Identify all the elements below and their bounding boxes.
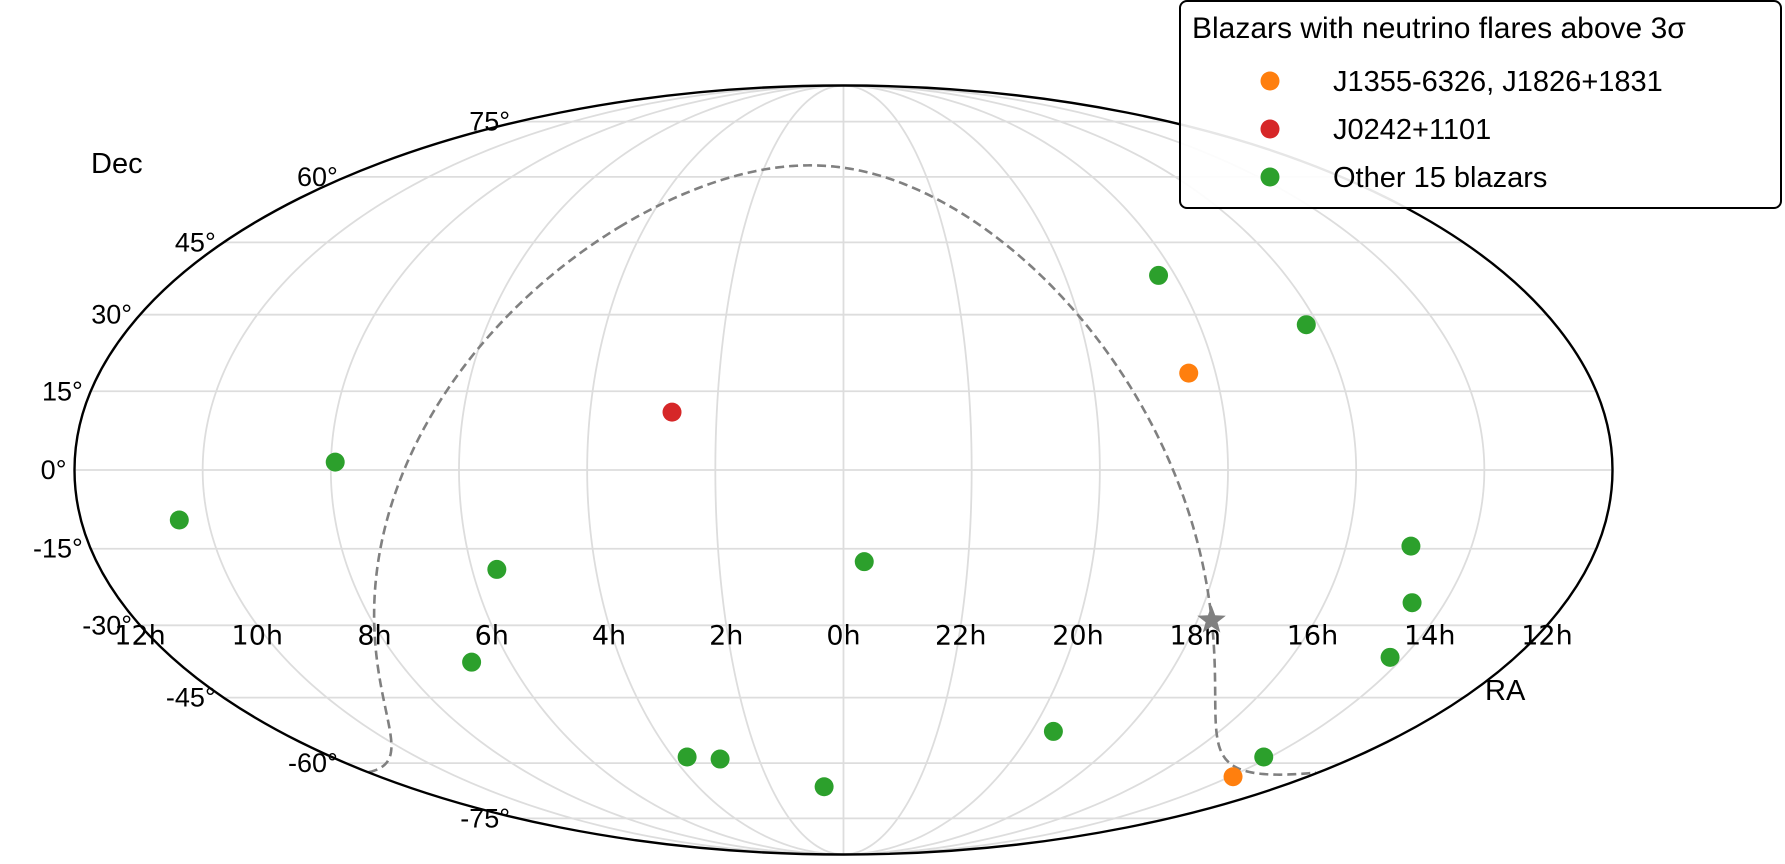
legend-entry-label: J1355-6326, J1826+1831 [1333, 66, 1663, 98]
ra-grid-line [843, 84, 1101, 856]
dec-tick-label: -45° [166, 683, 216, 713]
data-point [1380, 647, 1400, 667]
dec-tick-label: -15° [33, 534, 83, 564]
legend-marker [1260, 119, 1280, 139]
data-point [677, 747, 697, 767]
data-point [1402, 593, 1422, 613]
ra-tick-label: 22h [935, 620, 986, 651]
ra-tick-label: 14h [1404, 620, 1455, 651]
ra-tick-label: 6h [475, 620, 509, 651]
data-point [487, 559, 507, 579]
legend: Blazars with neutrino flares above 3σ J1… [1179, 0, 1782, 209]
data-point [1223, 767, 1243, 787]
galactic-plane-line [368, 164, 1317, 776]
x-axis-label: RA [1485, 675, 1526, 707]
ra-tick-label: 10h [232, 620, 283, 651]
ra-tick-label: 12h [114, 620, 165, 651]
galactic-center-star-icon [1197, 605, 1226, 633]
data-point [1296, 315, 1316, 335]
data-point [1401, 536, 1421, 556]
legend-entry-label: J0242+1101 [1333, 114, 1491, 146]
data-point [1254, 747, 1274, 767]
data-point [710, 749, 730, 769]
ra-tick-label: 0h [826, 620, 860, 651]
data-point [814, 777, 834, 797]
ra-grid-line [843, 84, 1358, 856]
dec-tick-label: 75° [469, 107, 510, 137]
legend-title: Blazars with neutrino flares above 3σ [1192, 12, 1686, 45]
ra-tick-label: 8h [357, 620, 391, 651]
data-point [325, 452, 345, 472]
ra-grid-line [201, 84, 844, 856]
y-axis-label: Dec [91, 148, 143, 180]
data-point [854, 552, 874, 572]
ra-tick-label: 20h [1052, 620, 1103, 651]
ra-tick-label: 4h [592, 620, 626, 651]
galactic-plane-layer [368, 164, 1317, 776]
dec-tick-label: 15° [42, 376, 83, 406]
data-point [662, 402, 682, 422]
mollweide-border [73, 84, 1614, 856]
dec-tick-label: -30° [82, 610, 132, 640]
dec-tick-label: 60° [297, 162, 338, 192]
ra-grid-line [458, 84, 844, 856]
ra-grid-line [843, 84, 1229, 856]
ra-grid-line [714, 84, 844, 856]
dec-tick-label: 30° [91, 300, 132, 330]
ra-grid-line [586, 84, 844, 856]
data-point [1149, 265, 1169, 285]
dec-tick-labels: 75° 60° 45° 30° 15° 0° -15° -30° -45° -60° -75° [33, 107, 510, 834]
legend-entry-label: Other 15 blazars [1333, 162, 1547, 194]
legend-marker [1260, 71, 1280, 91]
ra-tick-label: 16h [1287, 620, 1338, 651]
data-points [169, 265, 1422, 797]
data-point [462, 652, 482, 672]
ra-tick-label: 12h [1521, 620, 1572, 651]
data-point [1043, 721, 1063, 741]
legend-marker [1260, 167, 1280, 187]
ra-tick-labels: 12h 10h 8h 6h 4h 2h 0h 22h 20h 18h 16h 14h 12h [114, 620, 1572, 651]
ra-grid-line [843, 84, 973, 856]
dec-tick-label: -75° [460, 803, 510, 833]
dec-tick-label: -60° [288, 748, 338, 778]
dec-tick-label: 0° [41, 455, 67, 485]
legend-frame [1179, 0, 1782, 209]
dec-tick-label: 45° [175, 227, 216, 257]
ra-tick-label: 2h [709, 620, 743, 651]
data-point [169, 510, 189, 530]
data-point [1179, 363, 1199, 383]
